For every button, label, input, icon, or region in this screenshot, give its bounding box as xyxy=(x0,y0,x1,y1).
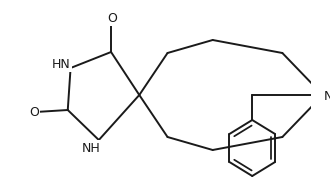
Text: O: O xyxy=(107,11,117,24)
Text: N: N xyxy=(324,90,330,104)
Text: HN: HN xyxy=(52,58,71,70)
Text: O: O xyxy=(29,105,39,118)
Text: NH: NH xyxy=(82,142,101,155)
